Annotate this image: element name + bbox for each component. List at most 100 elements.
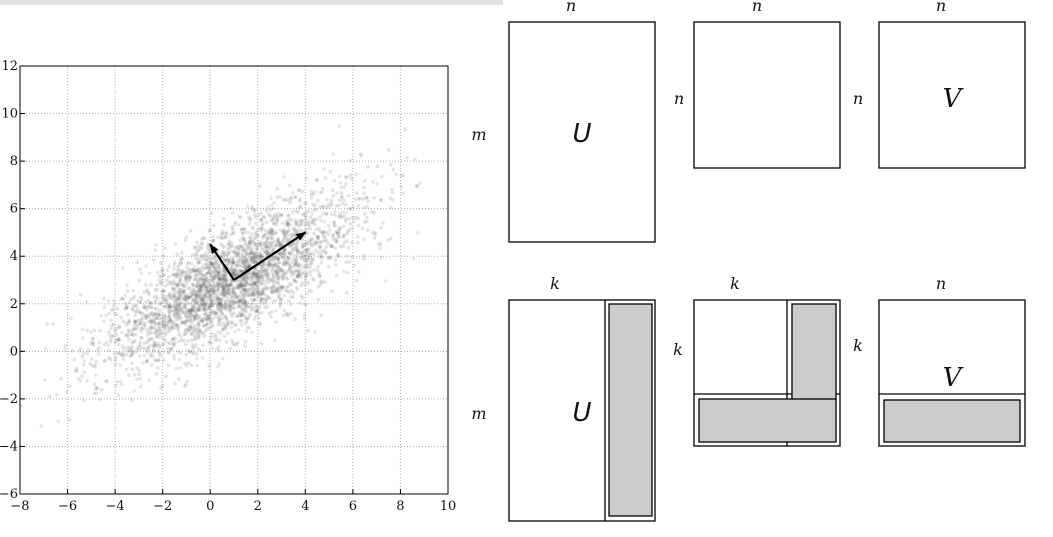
scatter-point: [218, 280, 223, 285]
scatter-point: [341, 235, 345, 240]
scatter-point: [130, 332, 134, 337]
scatter-point: [221, 267, 226, 272]
scatter-point: [159, 331, 163, 335]
scatter-point: [216, 322, 221, 327]
scatter-point: [294, 255, 299, 260]
scatter-point: [253, 314, 258, 318]
scatter-point: [177, 306, 181, 310]
scatter-point: [215, 275, 220, 279]
trunc-u-shaded-block: [608, 303, 653, 517]
scatter-point: [165, 282, 170, 287]
scatter-point: [140, 346, 145, 350]
scatter-point: [280, 221, 285, 225]
scatter-point: [252, 259, 256, 264]
scatter-point: [266, 272, 270, 277]
scatter-point: [373, 231, 378, 235]
scatter-point: [316, 285, 321, 289]
scatter-point: [195, 300, 199, 305]
scatter-point: [276, 286, 280, 291]
scatter-point: [232, 273, 237, 277]
scatter-point: [293, 195, 298, 199]
scatter-point: [302, 258, 307, 263]
scatter-point: [298, 270, 302, 275]
scatter-point: [208, 303, 213, 308]
scatter-point: [102, 359, 107, 363]
scatter-point: [221, 285, 225, 290]
scatter-point: [305, 242, 310, 246]
scatter-point: [253, 254, 258, 259]
scatter-point: [278, 243, 282, 247]
scatter-point: [195, 294, 200, 298]
scatter-point: [146, 346, 151, 351]
scatter-point: [185, 301, 190, 306]
scatter-point: [275, 187, 280, 191]
scatter-point: [202, 323, 206, 328]
scatter-point: [182, 297, 187, 301]
scatter-point: [300, 218, 305, 223]
scatter-point: [145, 289, 150, 294]
scatter-point: [277, 270, 282, 274]
scatter-point: [209, 287, 213, 291]
scatter-point: [314, 207, 319, 212]
scatter-point: [315, 240, 320, 245]
scatter-point: [255, 275, 260, 279]
scatter-point: [243, 242, 248, 247]
scatter-point: [275, 217, 280, 222]
scatter-point: [319, 313, 323, 318]
scatter-point: [166, 315, 171, 319]
scatter-point: [253, 273, 257, 277]
scatter-point: [154, 312, 158, 316]
scatter-point: [255, 233, 260, 238]
scatter-point: [156, 313, 160, 317]
scatter-point: [207, 289, 212, 294]
scatter-point: [318, 282, 323, 287]
scatter-point: [275, 211, 280, 216]
trunc-v-label: V: [943, 363, 964, 393]
scatter-point: [65, 390, 69, 394]
scatter-point: [261, 291, 266, 296]
scatter-point: [206, 265, 210, 269]
scatter-point: [178, 366, 182, 370]
scatter-point: [123, 301, 128, 306]
scatter-point: [231, 231, 236, 235]
scatter-point: [275, 271, 280, 276]
scatter-point: [138, 320, 143, 325]
scatter-point: [238, 285, 243, 289]
scatter-point: [191, 268, 195, 272]
scatter-point: [257, 226, 262, 231]
scatter-point: [274, 288, 278, 293]
scatter-point: [167, 306, 171, 311]
scatter-point: [164, 305, 169, 310]
scatter-point: [207, 281, 211, 286]
scatter-point: [270, 241, 275, 245]
scatter-point: [329, 244, 334, 248]
scatter-point: [258, 184, 262, 188]
scatter-point: [193, 314, 197, 318]
scatter-point: [357, 270, 361, 274]
scatter-point: [267, 277, 272, 281]
scatter-point: [220, 277, 225, 282]
scatter-point: [302, 211, 306, 216]
scatter-point: [327, 205, 332, 209]
full-u-top-dim: n: [566, 0, 576, 15]
scatter-point: [168, 304, 172, 309]
scatter-point: [210, 325, 214, 329]
scatter-point: [252, 297, 257, 302]
scatter-point: [275, 257, 280, 262]
scatter-point: [191, 292, 196, 297]
scatter-point: [167, 314, 172, 318]
scatter-point: [182, 290, 186, 295]
scatter-point: [217, 296, 221, 301]
scatter-point: [211, 310, 216, 315]
scatter-point: [185, 262, 190, 266]
scatter-point: [281, 269, 286, 273]
scatter-point: [157, 316, 162, 321]
scatter-point: [216, 282, 221, 286]
scatter-point: [144, 282, 148, 287]
scatter-point: [330, 244, 335, 249]
scatter-point: [322, 248, 326, 252]
scatter-point: [172, 272, 177, 277]
scatter-point: [345, 254, 349, 258]
scatter-point: [272, 201, 277, 205]
scatter-point: [233, 220, 238, 224]
